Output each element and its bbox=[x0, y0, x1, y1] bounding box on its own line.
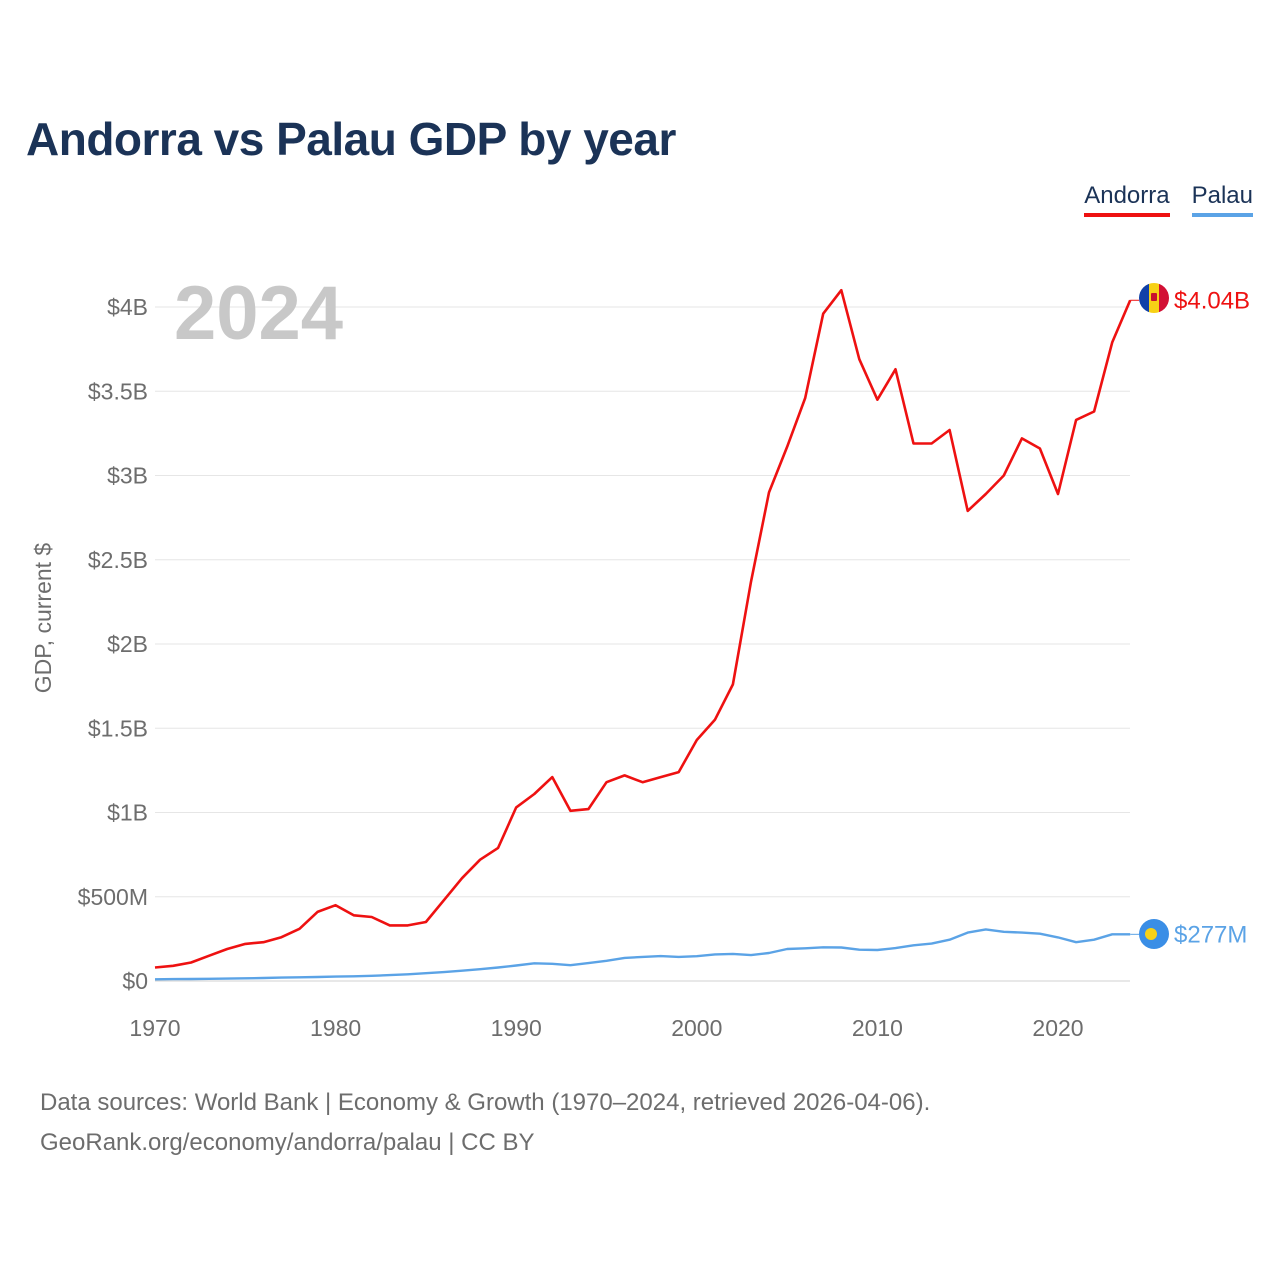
series-line-andorra bbox=[154, 288, 1132, 969]
y-tick-label: $1B bbox=[107, 800, 148, 826]
x-tick-label: 1970 bbox=[129, 1015, 180, 1041]
x-tick-label: 2010 bbox=[852, 1015, 903, 1041]
andorra-flag-icon bbox=[1139, 283, 1169, 313]
series-layer bbox=[154, 288, 1139, 981]
end-label-andorra: $4.04B bbox=[1174, 287, 1250, 314]
legend-item-andorra[interactable]: Andorra bbox=[1084, 182, 1170, 217]
y-tick-label: $3B bbox=[107, 463, 148, 489]
legend-item-palau[interactable]: Palau bbox=[1191, 182, 1253, 217]
footer: Data sources: World Bank | Economy & Gro… bbox=[40, 1083, 930, 1163]
grid-layer bbox=[155, 306, 1130, 982]
y-tick-label: $3.5B bbox=[88, 378, 148, 404]
end-labels: $4.04B $277M bbox=[1174, 287, 1250, 948]
y-tick-labels: $0 $500M $1B $1.5B $2B $2.5B $3B $3.5B $4B bbox=[78, 294, 148, 994]
footer-sources: Data sources: World Bank | Economy & Gro… bbox=[40, 1089, 931, 1116]
chart-title: Andorra vs Palau GDP by year bbox=[26, 113, 676, 165]
x-tick-label: 2000 bbox=[671, 1015, 722, 1041]
x-tick-labels: 1970 1980 1990 2000 2010 2020 bbox=[129, 1015, 1083, 1041]
y-axis-label: GDP, current $ bbox=[30, 543, 56, 694]
x-tick-label: 2020 bbox=[1032, 1015, 1083, 1041]
y-tick-label: $0 bbox=[122, 968, 148, 994]
y-tick-label: $2.5B bbox=[88, 547, 148, 573]
x-tick-label: 1980 bbox=[310, 1015, 361, 1041]
year-overlay: 2024 bbox=[174, 271, 343, 356]
y-tick-label: $500M bbox=[78, 884, 148, 910]
y-tick-label: $4B bbox=[107, 294, 148, 320]
palau-flag-icon bbox=[1139, 919, 1169, 949]
legend: Andorra Palau bbox=[1084, 182, 1253, 217]
footer-credit: GeoRank.org/economy/andorra/palau | CC B… bbox=[40, 1129, 535, 1156]
y-tick-label: $2B bbox=[107, 631, 148, 657]
x-tick-label: 1990 bbox=[491, 1015, 542, 1041]
series-line-palau bbox=[154, 928, 1131, 981]
y-tick-label: $1.5B bbox=[88, 715, 148, 741]
end-label-palau: $277M bbox=[1174, 921, 1247, 948]
